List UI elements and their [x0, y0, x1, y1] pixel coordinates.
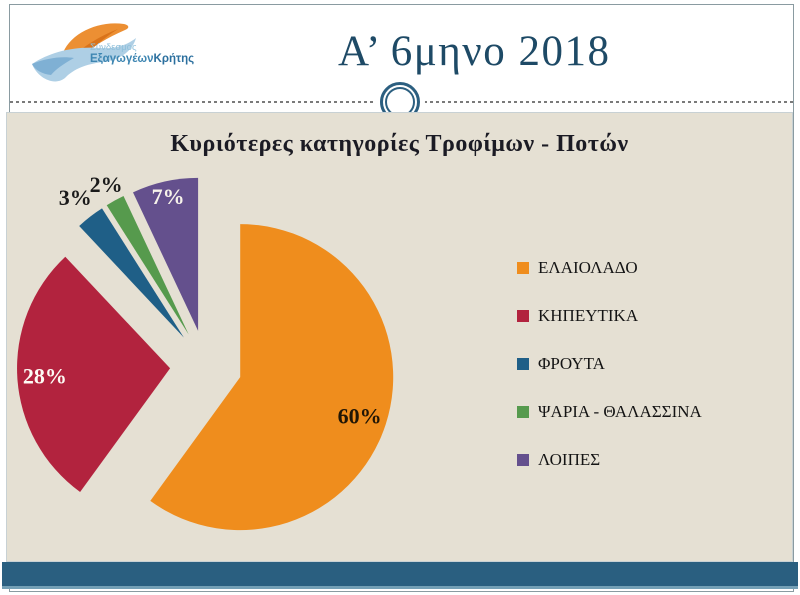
legend-item-2: ΦΡΟΥΤΑ — [517, 354, 702, 373]
legend-swatch-icon — [517, 357, 529, 370]
legend-item-1: ΚΗΠΕΥΤΙΚΑ — [517, 306, 702, 325]
logo-text-line2: ΕξαγωγέωνΚρήτης — [90, 53, 195, 66]
chart-legend: ΕΛΑΙΟΛΑΔΟ ΚΗΠΕΥΤΙΚΑ ΦΡΟΥΤΑ ΨΑΡΙΑ - ΘΑΛΑΣ… — [517, 258, 702, 469]
logo-text-line1: Σύνδεσμος — [90, 42, 137, 53]
legend-label: ΨΑΡΙΑ - ΘΑΛΑΣΣΙΝΑ — [538, 401, 702, 421]
legend-label: ΕΛΑΙΟΛΑΔΟ — [538, 257, 638, 277]
legend-item-0: ΕΛΑΙΟΛΑΔΟ — [517, 258, 702, 277]
logo: Σύνδεσμος ΕξαγωγέωνΚρήτης — [24, 12, 214, 94]
legend-label: ΦΡΟΥΤΑ — [538, 353, 605, 373]
legend-label: ΚΗΠΕΥΤΙΚΑ — [538, 305, 639, 325]
legend-item-4: ΛΟΙΠΕΣ — [517, 450, 702, 469]
chart-title: Κυριότερες κατηγορίες Τροφίμων - Ποτών — [170, 131, 629, 157]
legend-swatch-icon — [517, 261, 529, 274]
legend-swatch-icon — [517, 405, 529, 418]
footer-bar — [2, 562, 798, 589]
legend-label: ΛΟΙΠΕΣ — [538, 449, 601, 469]
legend-swatch-icon — [517, 309, 529, 322]
logo-bird-icon — [32, 23, 136, 82]
legend-swatch-icon — [517, 453, 529, 466]
logo-text: Σύνδεσμος ΕξαγωγέωνΚρήτης — [90, 42, 195, 66]
legend-item-3: ΨΑΡΙΑ - ΘΑΛΑΣΣΙΝΑ — [517, 402, 702, 421]
slide-title: Α’ 6μηνο 2018 — [338, 28, 611, 75]
